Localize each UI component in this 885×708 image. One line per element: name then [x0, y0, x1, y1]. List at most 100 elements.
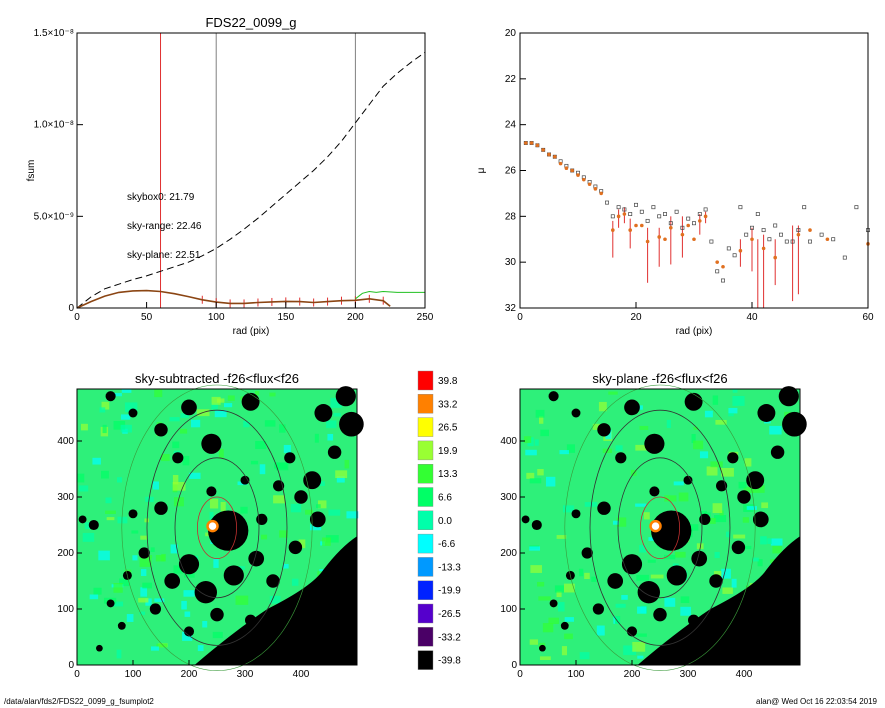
aperture-ellipse-mid [174, 457, 260, 599]
noise-patch [184, 572, 195, 578]
noise-patch [699, 510, 707, 517]
x-tick-label: 50 [141, 312, 153, 323]
square-point [808, 239, 812, 244]
noise-patch [92, 457, 101, 465]
x-tick-label: 0 [74, 312, 80, 323]
noise-patch [138, 598, 149, 603]
noise-patch [197, 645, 204, 652]
colorbar-label: 19.9 [438, 446, 458, 457]
y-tick-label: 22 [505, 74, 517, 85]
y-axis-label: μ [476, 167, 487, 173]
square-point [796, 228, 801, 233]
mask-blob [172, 452, 184, 464]
noise-patch [635, 444, 649, 451]
square-point [761, 228, 766, 233]
annotation-1: sky-range: 22.46 [127, 221, 202, 232]
noise-patch [305, 509, 314, 515]
dot-point [721, 264, 725, 269]
noise-patch [608, 391, 618, 395]
noise-patch [318, 481, 325, 487]
y-tick-label: 200 [500, 548, 517, 559]
dot-point [524, 141, 528, 145]
square-point [634, 202, 638, 207]
mask-blob [607, 573, 624, 589]
mask-blob [716, 480, 728, 492]
mask-blob [699, 513, 711, 526]
mask-blob [778, 386, 799, 407]
noise-patch [637, 606, 647, 614]
noise-patch [530, 565, 542, 573]
colorbar-label: 26.5 [438, 423, 458, 434]
noise-patch [563, 583, 575, 593]
noise-patch [772, 545, 782, 554]
square-point [831, 237, 836, 242]
dot-point [669, 225, 673, 230]
mask-blob [105, 391, 116, 402]
noise-patch [539, 656, 551, 660]
noise-patch [172, 475, 179, 485]
noise-patch [529, 639, 538, 645]
noise-patch [326, 420, 337, 429]
square-point [854, 205, 859, 210]
x-tick-label: 300 [680, 669, 697, 680]
noise-patch [680, 606, 692, 616]
square-point [651, 205, 656, 210]
y-tick-label: 0 [68, 660, 74, 671]
masked-corner [637, 536, 800, 665]
noise-patch [761, 502, 769, 509]
mask-blob [327, 445, 342, 459]
mask-blob [294, 490, 308, 504]
dot-point [599, 191, 603, 196]
noise-patch [664, 554, 676, 560]
mask-blob [154, 423, 168, 437]
mask-blob [621, 554, 643, 575]
mask-blob [194, 581, 217, 604]
x-tick-label: 300 [237, 669, 254, 680]
noise-patch [728, 407, 738, 414]
noise-patch [106, 517, 115, 521]
noise-patch [538, 596, 551, 601]
noise-patch [255, 441, 267, 450]
noise-patch [113, 583, 123, 593]
noise-patch [316, 504, 321, 508]
noise-patch [124, 402, 138, 413]
colorbar-swatch [417, 533, 434, 554]
mask-blob [149, 603, 161, 615]
noise-patch [616, 517, 627, 527]
colorbar-swatch [417, 370, 434, 391]
colorbar-label: 6.6 [438, 493, 452, 504]
mask-blob [651, 510, 692, 551]
noise-patch [715, 419, 727, 425]
noise-patch [615, 603, 626, 608]
noise-patch [664, 495, 677, 502]
mask-blob [684, 392, 703, 411]
noise-patch [146, 555, 153, 559]
image-frame [76, 388, 358, 666]
noise-patch [131, 530, 139, 534]
aperture-ellipse-outer [589, 409, 731, 646]
noise-patch [119, 578, 130, 587]
aperture-ellipse-sky [564, 384, 756, 671]
colorbar-swatch [417, 627, 434, 647]
mask-blob [178, 554, 200, 575]
colorbar-swatch [417, 580, 434, 600]
dot-point [558, 161, 563, 166]
mask-blob [571, 509, 581, 519]
dot-point [773, 255, 777, 260]
dot-point [576, 173, 580, 177]
mask-blob [746, 471, 765, 490]
noise-patch [738, 481, 747, 489]
dot-point [698, 219, 702, 223]
mask-blob [128, 408, 138, 418]
mask-blob [571, 408, 581, 418]
noise-patch [537, 469, 544, 476]
noise-patch [126, 614, 134, 622]
noise-patch [742, 517, 749, 523]
mask-blob [737, 490, 751, 504]
square-point [622, 207, 627, 212]
mask-blob [78, 515, 87, 524]
mask-blob [117, 621, 126, 630]
noise-patch [636, 633, 647, 637]
y-tick-label: 28 [505, 211, 517, 222]
noise-patch [314, 433, 319, 443]
